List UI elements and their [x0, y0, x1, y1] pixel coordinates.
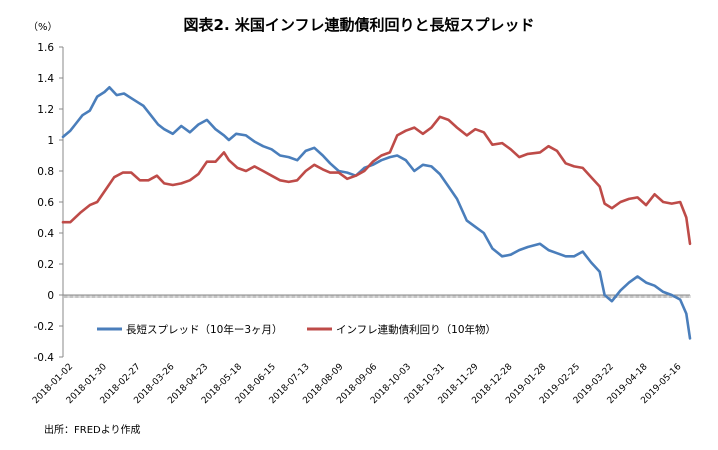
y-tick-label: 0.4 — [37, 228, 54, 240]
y-tick-label: 1 — [47, 135, 54, 147]
y-axis: 1.6 1.4 1.2 1 0.8 0.6 0.4 0.2 0 -0.2 -0.4 — [34, 42, 64, 364]
y-tick-label: -0.2 — [34, 321, 55, 333]
source-note: 出所：FREDより作成 — [44, 423, 141, 436]
y-tick-label: -0.4 — [34, 352, 55, 364]
y-tick-label: 1.4 — [37, 73, 54, 85]
y-tick-label: 0 — [47, 290, 54, 302]
series-line-spread — [61, 86, 692, 340]
y-tick-label: 1.2 — [37, 104, 54, 116]
y-tick-label: 0.2 — [37, 259, 54, 271]
y-tick-label: 0.8 — [37, 166, 54, 178]
chart-title: 図表2. 米国インフレ連動債利回りと長短スプレッド — [184, 16, 535, 34]
series-line-tips — [61, 115, 692, 246]
x-axis — [62, 294, 691, 298]
legend-label-tips: インフレ連動債利回り（10年物） — [336, 323, 496, 336]
x-axis-tick-labels: 2018-01-022018-01-302018-02-272018-03-26… — [31, 362, 684, 406]
series-layer — [61, 86, 692, 340]
y-axis-unit-label: （%） — [28, 21, 58, 33]
legend-label-spread: 長短スプレッド（10年ー3ヶ月） — [126, 323, 283, 336]
y-tick-label: 1.6 — [37, 42, 54, 54]
legend: 長短スプレッド（10年ー3ヶ月） インフレ連動債利回り（10年物） — [97, 323, 496, 336]
y-tick-label: 0.6 — [37, 197, 54, 209]
